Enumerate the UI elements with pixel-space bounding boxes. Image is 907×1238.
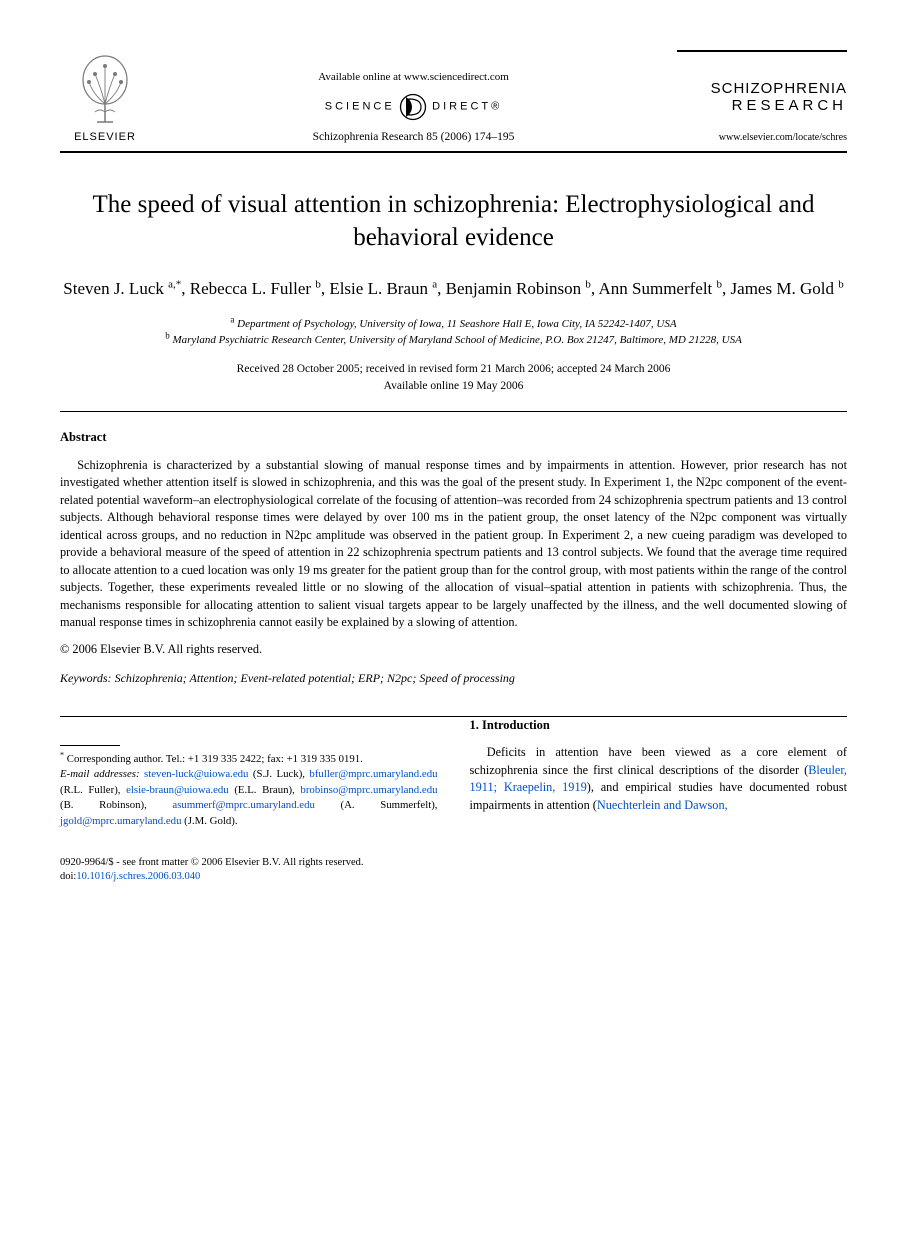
sd-left: SCIENCE [325, 101, 395, 113]
keywords-list: Schizophrenia; Attention; Event-related … [115, 671, 515, 685]
left-column: * Corresponding author. Tel.: +1 319 335… [60, 717, 438, 886]
affiliation-line: a Department of Psychology, University o… [60, 316, 847, 333]
authors-line: Steven J. Luck a,*, Rebecca L. Fuller b,… [60, 276, 847, 302]
affiliations: a Department of Psychology, University o… [60, 316, 847, 349]
publisher-block: ELSEVIER [60, 54, 150, 143]
doi-line: doi:10.1016/j.schres.2006.03.040 [60, 870, 438, 885]
center-header: Available online at www.sciencedirect.co… [150, 71, 677, 143]
corr-text: Corresponding author. Tel.: +1 319 335 2… [64, 753, 363, 765]
email-link[interactable]: asummerf@mprc.umaryland.edu [172, 799, 314, 811]
journal-reference: Schizophrenia Research 85 (2006) 174–195 [150, 131, 677, 143]
doi-label: doi: [60, 871, 76, 882]
email-addresses: E-mail addresses: steven-luck@uiowa.edu … [60, 767, 438, 830]
affiliation-line: b Maryland Psychiatric Research Center, … [60, 332, 847, 349]
intro-pre: Deficits in attention have been viewed a… [470, 745, 848, 776]
two-column-body: * Corresponding author. Tel.: +1 319 335… [60, 717, 847, 886]
email-entry: jgold@mprc.umaryland.edu (J.M. Gold). [60, 815, 238, 827]
bottom-matter: 0920-9964/$ - see front matter © 2006 El… [60, 856, 438, 885]
footnotes: * Corresponding author. Tel.: +1 319 335… [60, 752, 438, 830]
sd-right: DIRECT® [432, 101, 502, 113]
article-dates: Received 28 October 2005; received in re… [60, 361, 847, 396]
sciencedirect-d-icon [399, 93, 427, 121]
journal-name-line1: SCHIZOPHRENIA [677, 80, 847, 97]
abstract-heading: Abstract [60, 430, 847, 445]
email-entry: elsie-braun@uiowa.edu (E.L. Braun), [126, 784, 300, 796]
footnote-rule [60, 745, 120, 746]
header-row: ELSEVIER Available online at www.science… [60, 50, 847, 143]
email-link[interactable]: steven-luck@uiowa.edu [144, 768, 248, 780]
email-entry: asummerf@mprc.umaryland.edu (A. Summerfe… [172, 799, 437, 811]
elsevier-tree-icon [75, 54, 135, 124]
journal-url: www.elsevier.com/locate/schres [677, 132, 847, 143]
doi-link[interactable]: 10.1016/j.schres.2006.03.040 [76, 871, 200, 882]
article-title: The speed of visual attention in schizop… [60, 189, 847, 254]
abstract-top-rule [60, 411, 847, 412]
email-link[interactable]: bfuller@mprc.umaryland.edu [309, 768, 437, 780]
keywords-label: Keywords: [60, 671, 112, 685]
issn-line: 0920-9964/$ - see front matter © 2006 El… [60, 856, 438, 871]
intro-paragraph: Deficits in attention have been viewed a… [470, 744, 848, 814]
keywords-line: Keywords: Schizophrenia; Attention; Even… [60, 671, 847, 686]
copyright-line: © 2006 Elsevier B.V. All rights reserved… [60, 642, 847, 657]
publisher-name: ELSEVIER [60, 131, 150, 143]
available-online-text: Available online at www.sciencedirect.co… [150, 71, 677, 83]
sciencedirect-logo: SCIENCE DIRECT® [150, 93, 677, 121]
email-entry: steven-luck@uiowa.edu (S.J. Luck), [144, 768, 309, 780]
article-page: ELSEVIER Available online at www.science… [0, 0, 907, 935]
abstract-body: Schizophrenia is characterized by a subs… [60, 457, 847, 632]
journal-name-line2: RESEARCH [677, 97, 847, 114]
dates-online: Available online 19 May 2006 [60, 378, 847, 395]
dates-received: Received 28 October 2005; received in re… [60, 361, 847, 378]
email-link[interactable]: brobinso@mprc.umaryland.edu [300, 784, 437, 796]
citation-link-2[interactable]: Nuechterlein and Dawson, [597, 798, 728, 812]
email-link[interactable]: elsie-braun@uiowa.edu [126, 784, 229, 796]
right-column: 1. Introduction Deficits in attention ha… [470, 717, 848, 886]
email-label: E-mail addresses: [60, 768, 140, 780]
intro-heading: 1. Introduction [470, 717, 848, 735]
header-rule [60, 151, 847, 153]
corresponding-author: * Corresponding author. Tel.: +1 319 335… [60, 752, 438, 768]
journal-logo-block: SCHIZOPHRENIA RESEARCH www.elsevier.com/… [677, 50, 847, 143]
email-link[interactable]: jgold@mprc.umaryland.edu [60, 815, 181, 827]
